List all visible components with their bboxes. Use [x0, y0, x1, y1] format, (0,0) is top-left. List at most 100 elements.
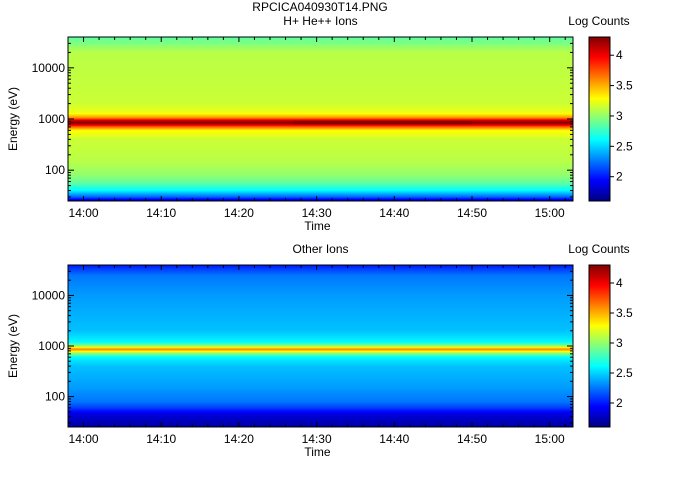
heatmap-row	[68, 168, 573, 170]
heatmap-row	[68, 105, 573, 107]
colorbar-cell	[589, 178, 610, 180]
x-tick-label: 14:10	[146, 432, 176, 446]
heatmap-row	[68, 186, 573, 188]
heatmap-row	[68, 387, 573, 389]
heatmap-row	[68, 152, 573, 154]
colorbar-cell	[589, 185, 610, 187]
heatmap-row	[68, 333, 573, 335]
heatmap-row	[68, 419, 573, 421]
colorbar-cell	[589, 106, 610, 108]
x-axis-label: Time	[304, 445, 331, 459]
colorbar-cell	[589, 291, 610, 293]
heatmap-row	[68, 149, 573, 151]
colorbar-cell	[589, 302, 610, 304]
colorbar-cell	[589, 422, 610, 424]
colorbar-cell	[589, 54, 610, 56]
colorbar-cell	[589, 391, 610, 393]
colorbar-cell	[589, 290, 610, 292]
heatmap-row	[68, 294, 573, 296]
colorbar-cell	[589, 417, 610, 419]
colorbar-cell	[589, 307, 610, 309]
heatmap-row	[68, 82, 573, 84]
x-tick-label: 14:50	[457, 432, 487, 446]
heatmap-row	[68, 404, 573, 406]
colorbar-cell	[589, 105, 610, 107]
heatmap-row	[68, 147, 573, 149]
panel-other-ions: Other Ions 14:00 14:10 14:20 14:30 14:40 14:50…	[6, 242, 633, 459]
colorbar-tick-label: 2.5	[616, 139, 633, 153]
heatmap-row	[68, 192, 573, 194]
heatmap-row	[68, 178, 573, 180]
colorbar-cell	[589, 408, 610, 410]
colorbar-cell	[589, 195, 610, 197]
colorbar-cell	[589, 87, 610, 89]
heatmap-row	[68, 349, 573, 351]
colorbar-cell	[589, 107, 610, 109]
colorbar-cell	[589, 146, 610, 148]
heatmap-row	[68, 400, 573, 402]
heatmap-row	[68, 405, 573, 407]
heatmap-row	[68, 360, 573, 362]
x-tick-label: 15:00	[535, 206, 565, 220]
colorbar-cell	[589, 71, 610, 73]
heatmap-row	[68, 78, 573, 80]
colorbar-cell	[589, 56, 610, 58]
colorbar-cell	[589, 149, 610, 151]
colorbar-cell	[589, 176, 610, 178]
heatmap-row	[68, 371, 573, 373]
colorbar-cell	[589, 102, 610, 104]
heatmap-row	[68, 281, 573, 283]
heatmap-row	[68, 274, 573, 276]
colorbar-cell	[589, 186, 610, 188]
heatmap-row	[68, 313, 573, 315]
colorbar-cell	[589, 103, 610, 105]
colorbar-cell	[589, 59, 610, 61]
heatmap-row	[68, 116, 573, 118]
heatmap-row	[68, 273, 573, 275]
colorbar-cell	[589, 369, 610, 371]
heatmap-row	[68, 54, 573, 56]
x-tick-label: 14:10	[146, 206, 176, 220]
heatmap-row	[68, 169, 573, 171]
heatmap-row	[68, 179, 573, 181]
colorbar-cell	[589, 415, 610, 417]
heatmap-row	[68, 59, 573, 61]
heatmap-row	[68, 133, 573, 135]
colorbar-cell	[589, 351, 610, 353]
heatmap-row	[68, 196, 573, 198]
colorbar-cell	[589, 142, 610, 144]
heatmap-row	[68, 318, 573, 320]
heatmap-row	[68, 155, 573, 157]
heatmap-row	[68, 197, 573, 199]
heatmap-row	[68, 275, 573, 277]
heatmap-row	[68, 43, 573, 45]
colorbar-tick-label: 2	[616, 396, 623, 410]
heatmap-row	[68, 401, 573, 403]
colorbar-cell	[589, 419, 610, 421]
heatmap-row	[68, 104, 573, 106]
colorbar-cell	[589, 267, 610, 269]
colorbar-cell	[589, 110, 610, 112]
heatmap-row	[68, 181, 573, 183]
heatmap-row	[68, 383, 573, 385]
colorbar-cell	[589, 175, 610, 177]
colorbar-cell	[589, 62, 610, 64]
colorbar-cell	[589, 86, 610, 88]
colorbar-cell	[589, 319, 610, 321]
heatmap-row	[68, 175, 573, 177]
colorbar-cell	[589, 104, 610, 106]
heatmap-row	[68, 42, 573, 44]
heatmap-row	[68, 51, 573, 53]
heatmap-row	[68, 99, 573, 101]
colorbar-label: Log Counts	[568, 14, 629, 28]
colorbar-cell	[589, 111, 610, 113]
colorbar-label: Log Counts	[568, 242, 629, 256]
heatmap-row	[68, 380, 573, 382]
heatmap-row	[68, 108, 573, 110]
colorbar-cell	[589, 169, 610, 171]
colorbar-cell	[589, 184, 610, 186]
colorbar-cell	[589, 313, 610, 315]
colorbar-cell	[589, 398, 610, 400]
heatmap-row	[68, 325, 573, 327]
colorbar-cell	[589, 73, 610, 75]
